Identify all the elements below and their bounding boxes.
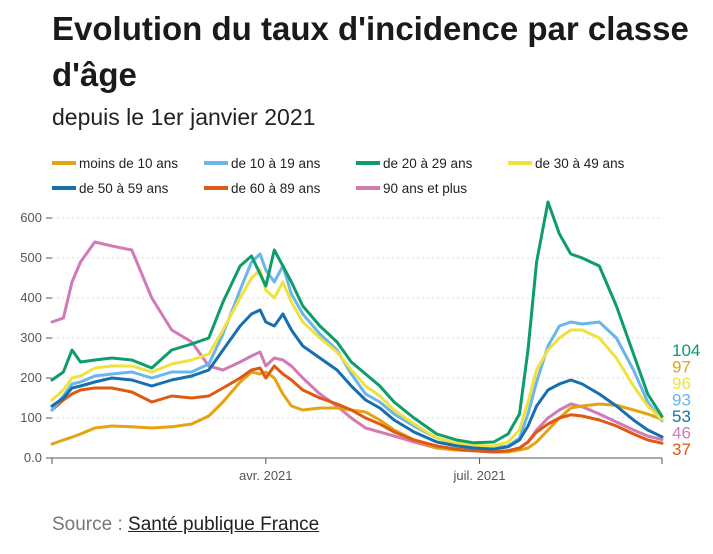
legend-label-10a19: de 10 à 19 ans [231,156,321,171]
series-line-20a29 [50,200,664,445]
legend-swatch-30a49 [508,161,532,166]
legend-swatch-moins10 [52,161,76,166]
legend-label-60a89: de 60 à 89 ans [231,181,321,196]
end-label-20a29: 104 [672,341,700,360]
x-tick-label-2: juil. 2021 [453,468,506,483]
legend-item-30a49: de 30 à 49 ans [508,155,624,172]
legend-item-moins10: moins de 10 ans [52,155,178,172]
line-chart: 0.0 100 200 300 400 500 600 avr. 2021 juil. 2021… [20,200,700,483]
y-tick-label-300: 300 [20,330,42,345]
y-tick-label-400: 400 [20,290,42,305]
source-line: Source : Santé publique France [52,514,319,536]
end-label-90plus: 46 [672,424,691,443]
legend-item-20a29: de 20 à 29 ans [356,155,472,172]
legend-swatch-10a19 [204,161,228,166]
x-tick-label-1: avr. 2021 [239,468,293,483]
source-prefix: Source : [52,514,129,535]
legend-item-60a89: de 60 à 89 ans [204,180,320,197]
end-label-10a19: 93 [672,391,691,410]
end-label-50a59: 53 [672,407,691,426]
end-label-moins10: 97 [672,358,691,377]
series-line-60a89 [50,364,664,454]
legend-item-10a19: de 10 à 19 ans [204,155,320,172]
series-line-10a19 [50,252,664,450]
legend-label-20a29: de 20 à 29 ans [383,156,473,171]
series-line-30a49 [50,268,664,448]
legend-item-90plus: 90 ans et plus [356,180,467,197]
chart-title: Evolution du taux d'incidence par classe… [52,10,689,93]
y-tick-label-500: 500 [20,250,42,265]
y-tick-label-200: 200 [20,370,42,385]
end-label-60a89: 37 [672,440,691,459]
legend-label-50a59: de 50 à 59 ans [79,181,169,196]
legend-swatch-50a59 [52,186,76,191]
legend-label-90plus: 90 ans et plus [383,181,468,196]
series-line-50a59 [50,308,664,451]
legend-item-50a59: de 50 à 59 ans [52,180,168,197]
legend-swatch-90plus [356,186,380,191]
legend-swatch-20a29 [356,161,380,166]
end-label-30a49: 96 [672,374,691,393]
legend-label-30a49: de 30 à 49 ans [535,156,625,171]
series-line-90plus [50,240,664,454]
y-tick-label-600: 600 [20,210,42,225]
y-tick-label-100: 100 [20,410,42,425]
chart-subtitle: depuis le 1er janvier 2021 [52,104,316,130]
legend-label-moins10: moins de 10 ans [79,156,179,171]
y-tick-label-0: 0.0 [24,450,42,465]
legend-swatch-60a89 [204,186,228,191]
source-link[interactable]: Santé publique France [128,514,320,535]
